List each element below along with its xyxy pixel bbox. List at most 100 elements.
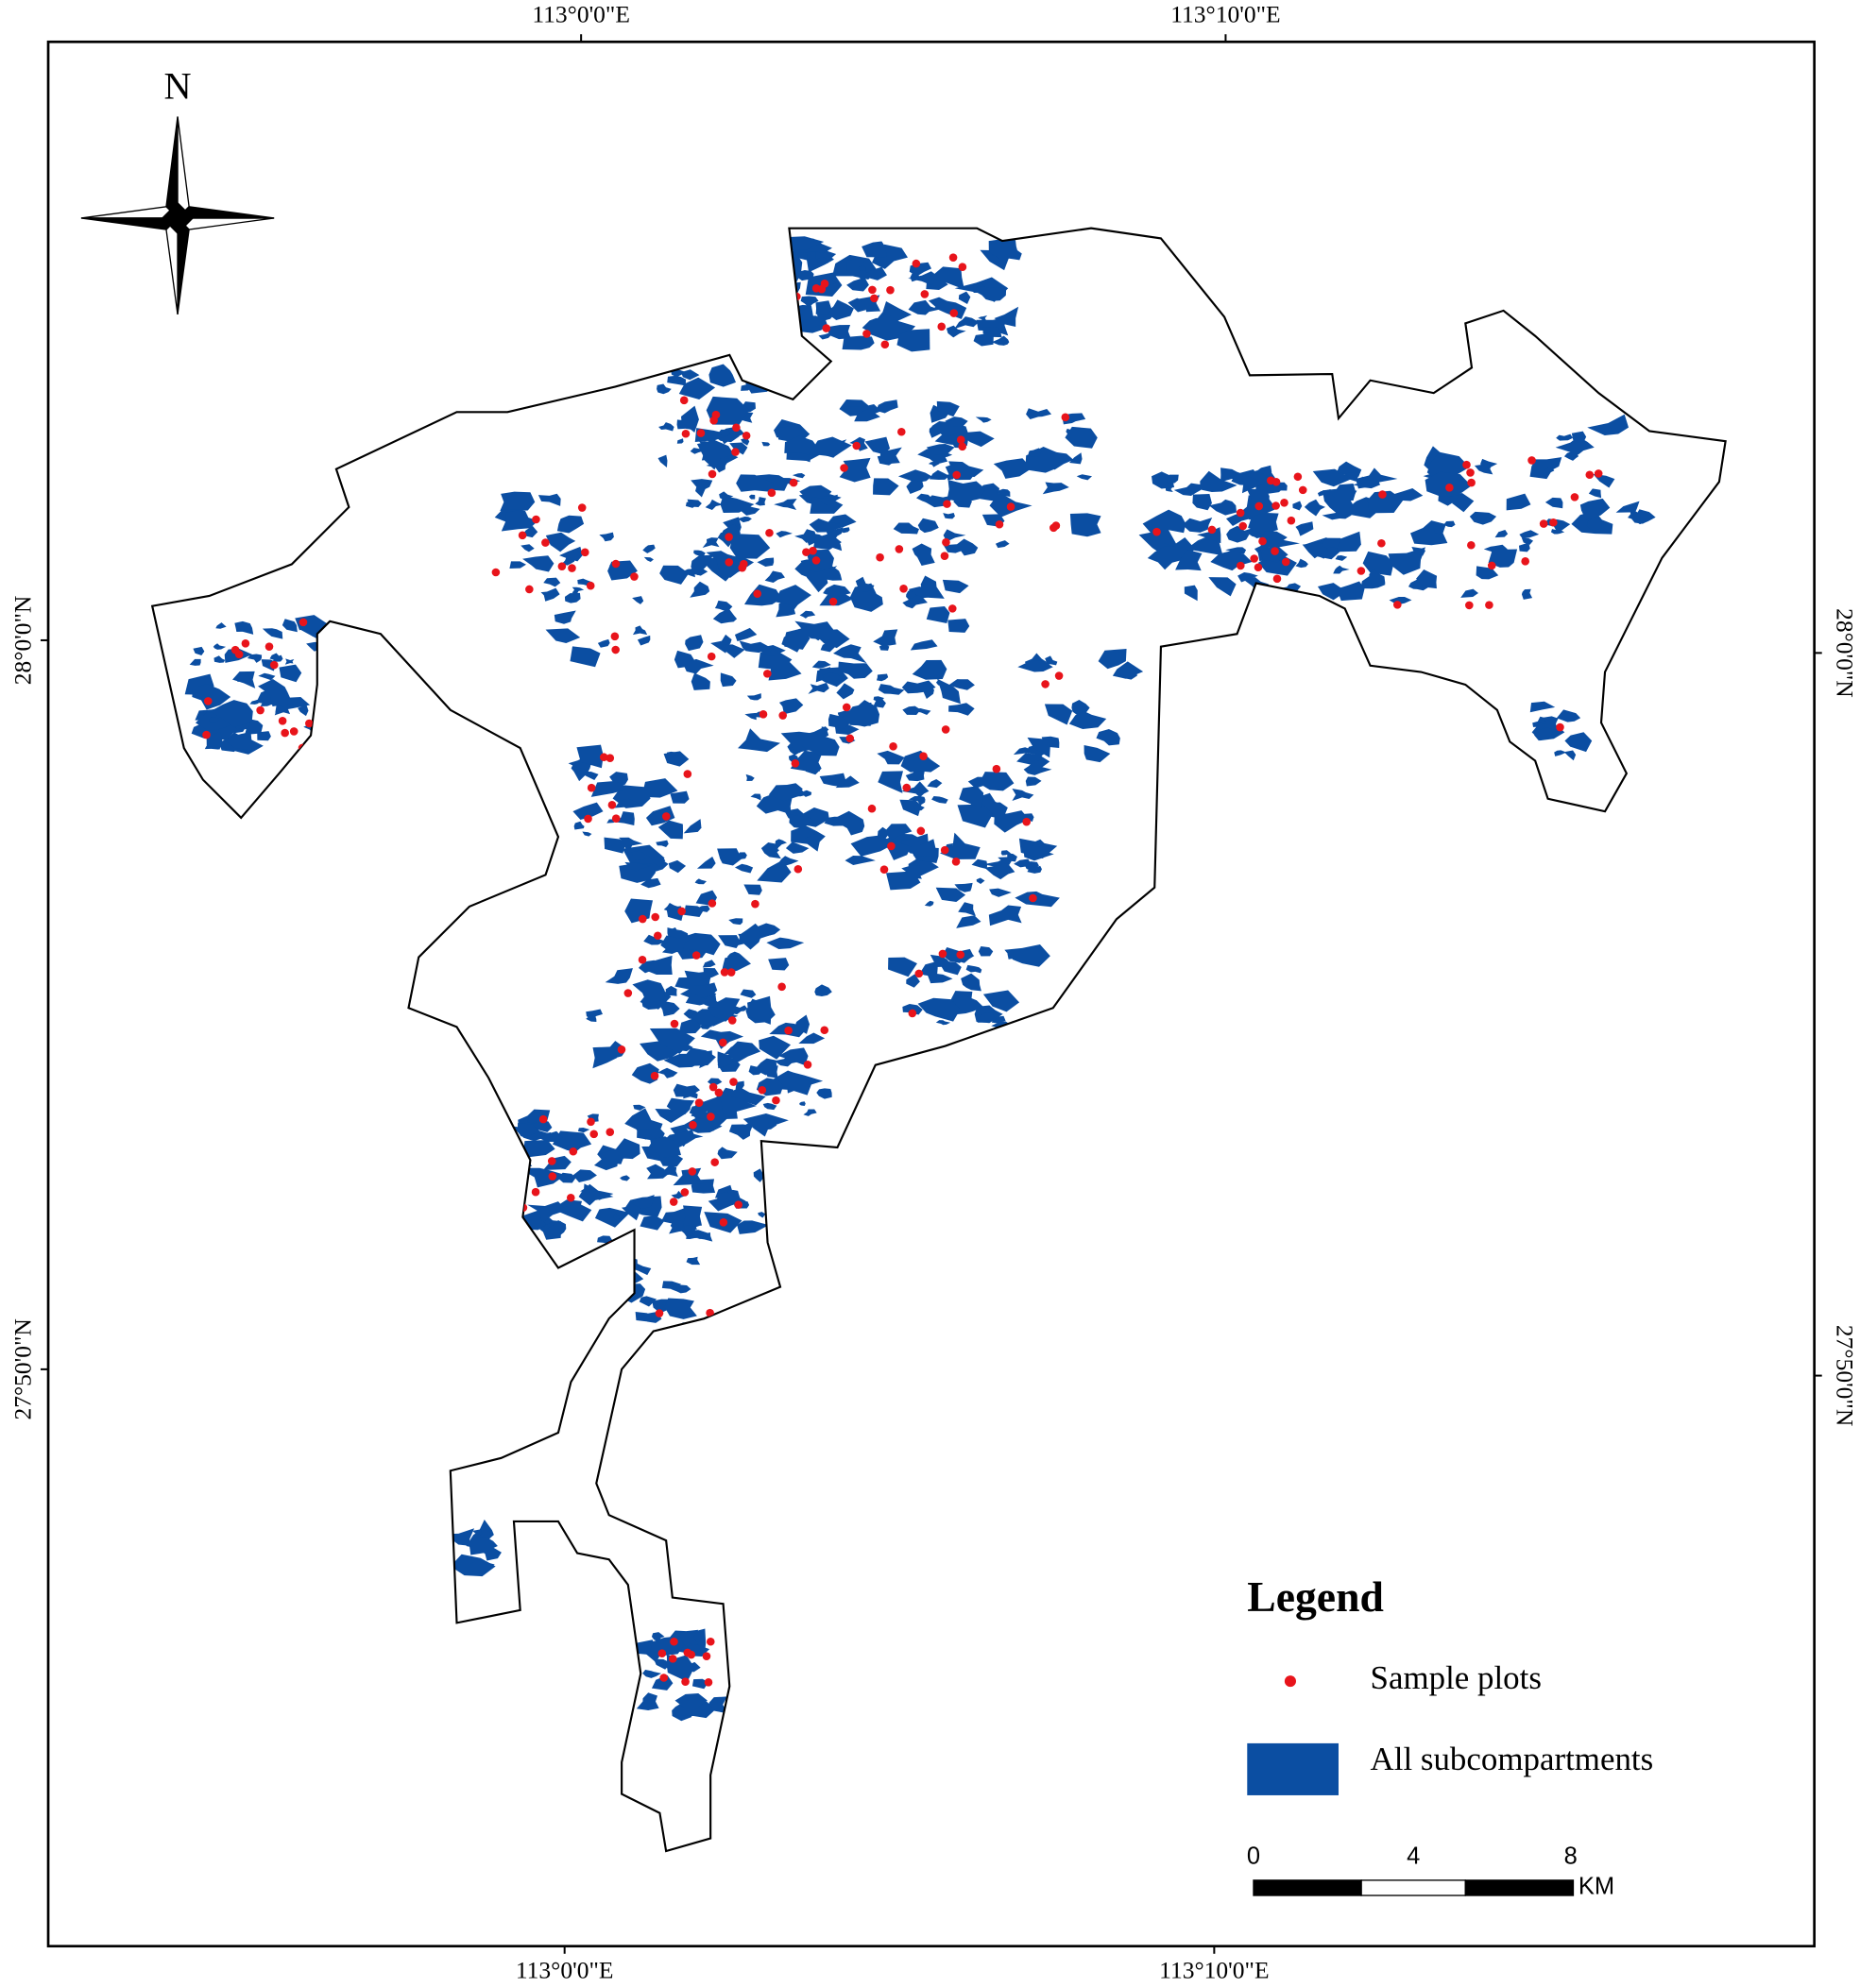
subcompartment-patch [500, 491, 536, 512]
subcompartment-patch [764, 570, 785, 584]
subcompartment-patch [1628, 510, 1641, 522]
subcompartment-patch [691, 1678, 708, 1690]
subcompartment-patch [193, 646, 205, 656]
subcompartment-patch [708, 364, 737, 387]
sample-plot [234, 650, 244, 659]
subcompartment-patch [781, 630, 805, 653]
sample-plot [767, 488, 776, 498]
subcompartment-patch [956, 538, 979, 556]
sample-plot [566, 1193, 575, 1202]
sample-plot [731, 448, 740, 456]
sample-plot [704, 1678, 713, 1687]
sample-plot [1041, 680, 1049, 688]
sample-plot [706, 1308, 714, 1317]
subcompartment-patch [967, 776, 988, 789]
subcompartment-patch [1147, 546, 1189, 570]
subcompartment-patch [729, 534, 771, 559]
subcompartment-patch [613, 1213, 624, 1220]
sample-plot [289, 727, 299, 736]
sample-plot [880, 340, 890, 349]
subcompartment-patch [637, 635, 651, 646]
subcompartment-patch [790, 750, 823, 772]
subcompartment-patch [691, 554, 714, 576]
sample-plot [956, 435, 965, 445]
subcompartment-patch [660, 935, 685, 953]
sample-plot [1539, 519, 1548, 528]
subcompartment-patch [747, 995, 772, 1025]
subcompartment-patch [564, 592, 581, 603]
subcompartment-patch [873, 478, 899, 496]
graticule-ticks [40, 34, 1822, 1954]
subcompartment-patch [674, 1693, 708, 1708]
sample-plot [1054, 671, 1064, 680]
sample-plot [942, 537, 950, 547]
sample-plot [1466, 468, 1475, 477]
scale-unit: KM [1578, 1874, 1614, 1900]
subcompartment-patch [1554, 750, 1567, 756]
subcompartment-patch [775, 585, 811, 606]
subcompartment-patch [1556, 433, 1574, 441]
sample-plot [1393, 601, 1402, 609]
sample-plot [742, 431, 751, 440]
sample-plot [525, 585, 534, 594]
sample-plot [725, 533, 733, 541]
subcompartment-patch [775, 839, 787, 848]
subcompartment-patch [816, 257, 828, 263]
subcompartment-patch [685, 635, 704, 652]
subcompartment-patch [798, 1032, 826, 1045]
subcompartment-patch [926, 444, 955, 455]
subcompartment-patch [943, 513, 955, 519]
sample-plot [1287, 516, 1296, 525]
sample-plot [727, 1016, 737, 1025]
subcompartment-patch [592, 1046, 618, 1069]
subcompartment-patch [839, 457, 871, 483]
subcompartment-patch [652, 1299, 671, 1314]
subcompartment-patch [1166, 474, 1179, 484]
sample-plot [842, 703, 851, 712]
subcompartment-patch [1356, 476, 1370, 486]
subcompartment-patch [809, 436, 852, 457]
subcompartment-patch [619, 837, 643, 853]
subcompartment-patch [1226, 525, 1250, 543]
sample-plot [952, 470, 962, 480]
subcompartment-patch [680, 369, 700, 381]
subcompartment-patch [645, 806, 675, 826]
sample-plot [1280, 498, 1288, 507]
sample-plot [763, 670, 772, 678]
sample-plot [679, 396, 689, 405]
subcompartment-patch [631, 1195, 655, 1209]
sample-plot [696, 429, 706, 437]
sample-plot [587, 1117, 595, 1127]
sample-plot [778, 711, 787, 720]
subcompartment-patch [965, 431, 995, 448]
subcompartment-patch [818, 332, 831, 340]
sample-plot [661, 812, 671, 821]
subcompartment-patch [1068, 710, 1107, 730]
subcompartment-patch [864, 436, 891, 455]
graticule-label: 113°10'0"E [1170, 0, 1280, 27]
subcompartment-patch [821, 726, 829, 732]
sample-plot [587, 783, 596, 792]
subcompartment-patch [671, 1284, 691, 1294]
graticule-label: 113°10'0"E [1159, 1957, 1269, 1984]
subcompartment-patch [977, 1012, 996, 1023]
subcompartment-patch [750, 793, 761, 801]
subcompartment-patch [1556, 709, 1581, 722]
subcompartment-patch [552, 1130, 592, 1151]
sample-plot [1258, 536, 1267, 546]
graticule-label: 113°0'0"E [532, 0, 630, 27]
subcompartment-patch [1533, 726, 1554, 741]
sample-plot [887, 841, 896, 851]
subcompartment-patch [1564, 732, 1593, 753]
subcompartment-patch [729, 442, 748, 455]
subcompartment-patch [678, 377, 716, 400]
sample-plot [916, 826, 926, 836]
subcompartment-patch [728, 918, 743, 926]
subcompartment-patch [948, 679, 975, 690]
subcompartment-patch [937, 960, 962, 976]
subcompartment-patch [1007, 948, 1023, 960]
subcompartment-patch [805, 833, 820, 852]
subcompartment-patch [947, 619, 970, 633]
sample-plot [947, 604, 957, 613]
